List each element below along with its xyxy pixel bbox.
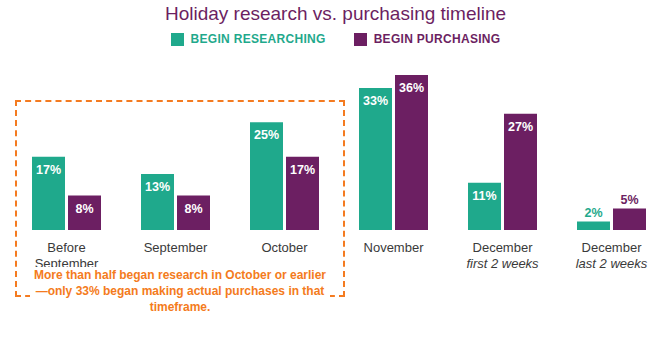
svg-text:17%: 17%: [36, 163, 61, 177]
svg-text:11%: 11%: [472, 189, 496, 203]
html-text:More than half began research: More than half began research in October…: [34, 268, 326, 314]
svg-text:Decemberlast 2 weeks: Decemberlast 2 weeks: [576, 240, 648, 271]
svg-text:25%: 25%: [254, 128, 279, 142]
svg-text:17%: 17%: [290, 163, 315, 177]
svg-text:November: November: [364, 240, 425, 255]
svg-text:27%: 27%: [508, 120, 533, 134]
svg-text:8%: 8%: [184, 202, 202, 216]
svg-text:2%: 2%: [584, 206, 602, 220]
svg-text:33%: 33%: [363, 94, 388, 108]
svg-text:8%: 8%: [75, 202, 93, 216]
svg-text:5%: 5%: [620, 193, 638, 207]
html-text:BEGIN PURCHASING: BEGIN PURCHASING: [373, 32, 501, 46]
svg-text:BeforeSeptember: BeforeSeptember: [35, 240, 99, 271]
html-text:BEGIN RESEARCHING: BEGIN RESEARCHING: [190, 32, 326, 46]
svg-text:36%: 36%: [399, 81, 424, 95]
svg-text:October: October: [261, 240, 308, 255]
svg-text:Decemberfirst 2 weeks: Decemberfirst 2 weeks: [466, 240, 539, 271]
svg-text:September: September: [144, 240, 208, 255]
svg-text:13%: 13%: [145, 180, 170, 194]
html-text:Holiday research vs. purchasin: Holiday research vs. purchasing timeline: [164, 3, 506, 24]
